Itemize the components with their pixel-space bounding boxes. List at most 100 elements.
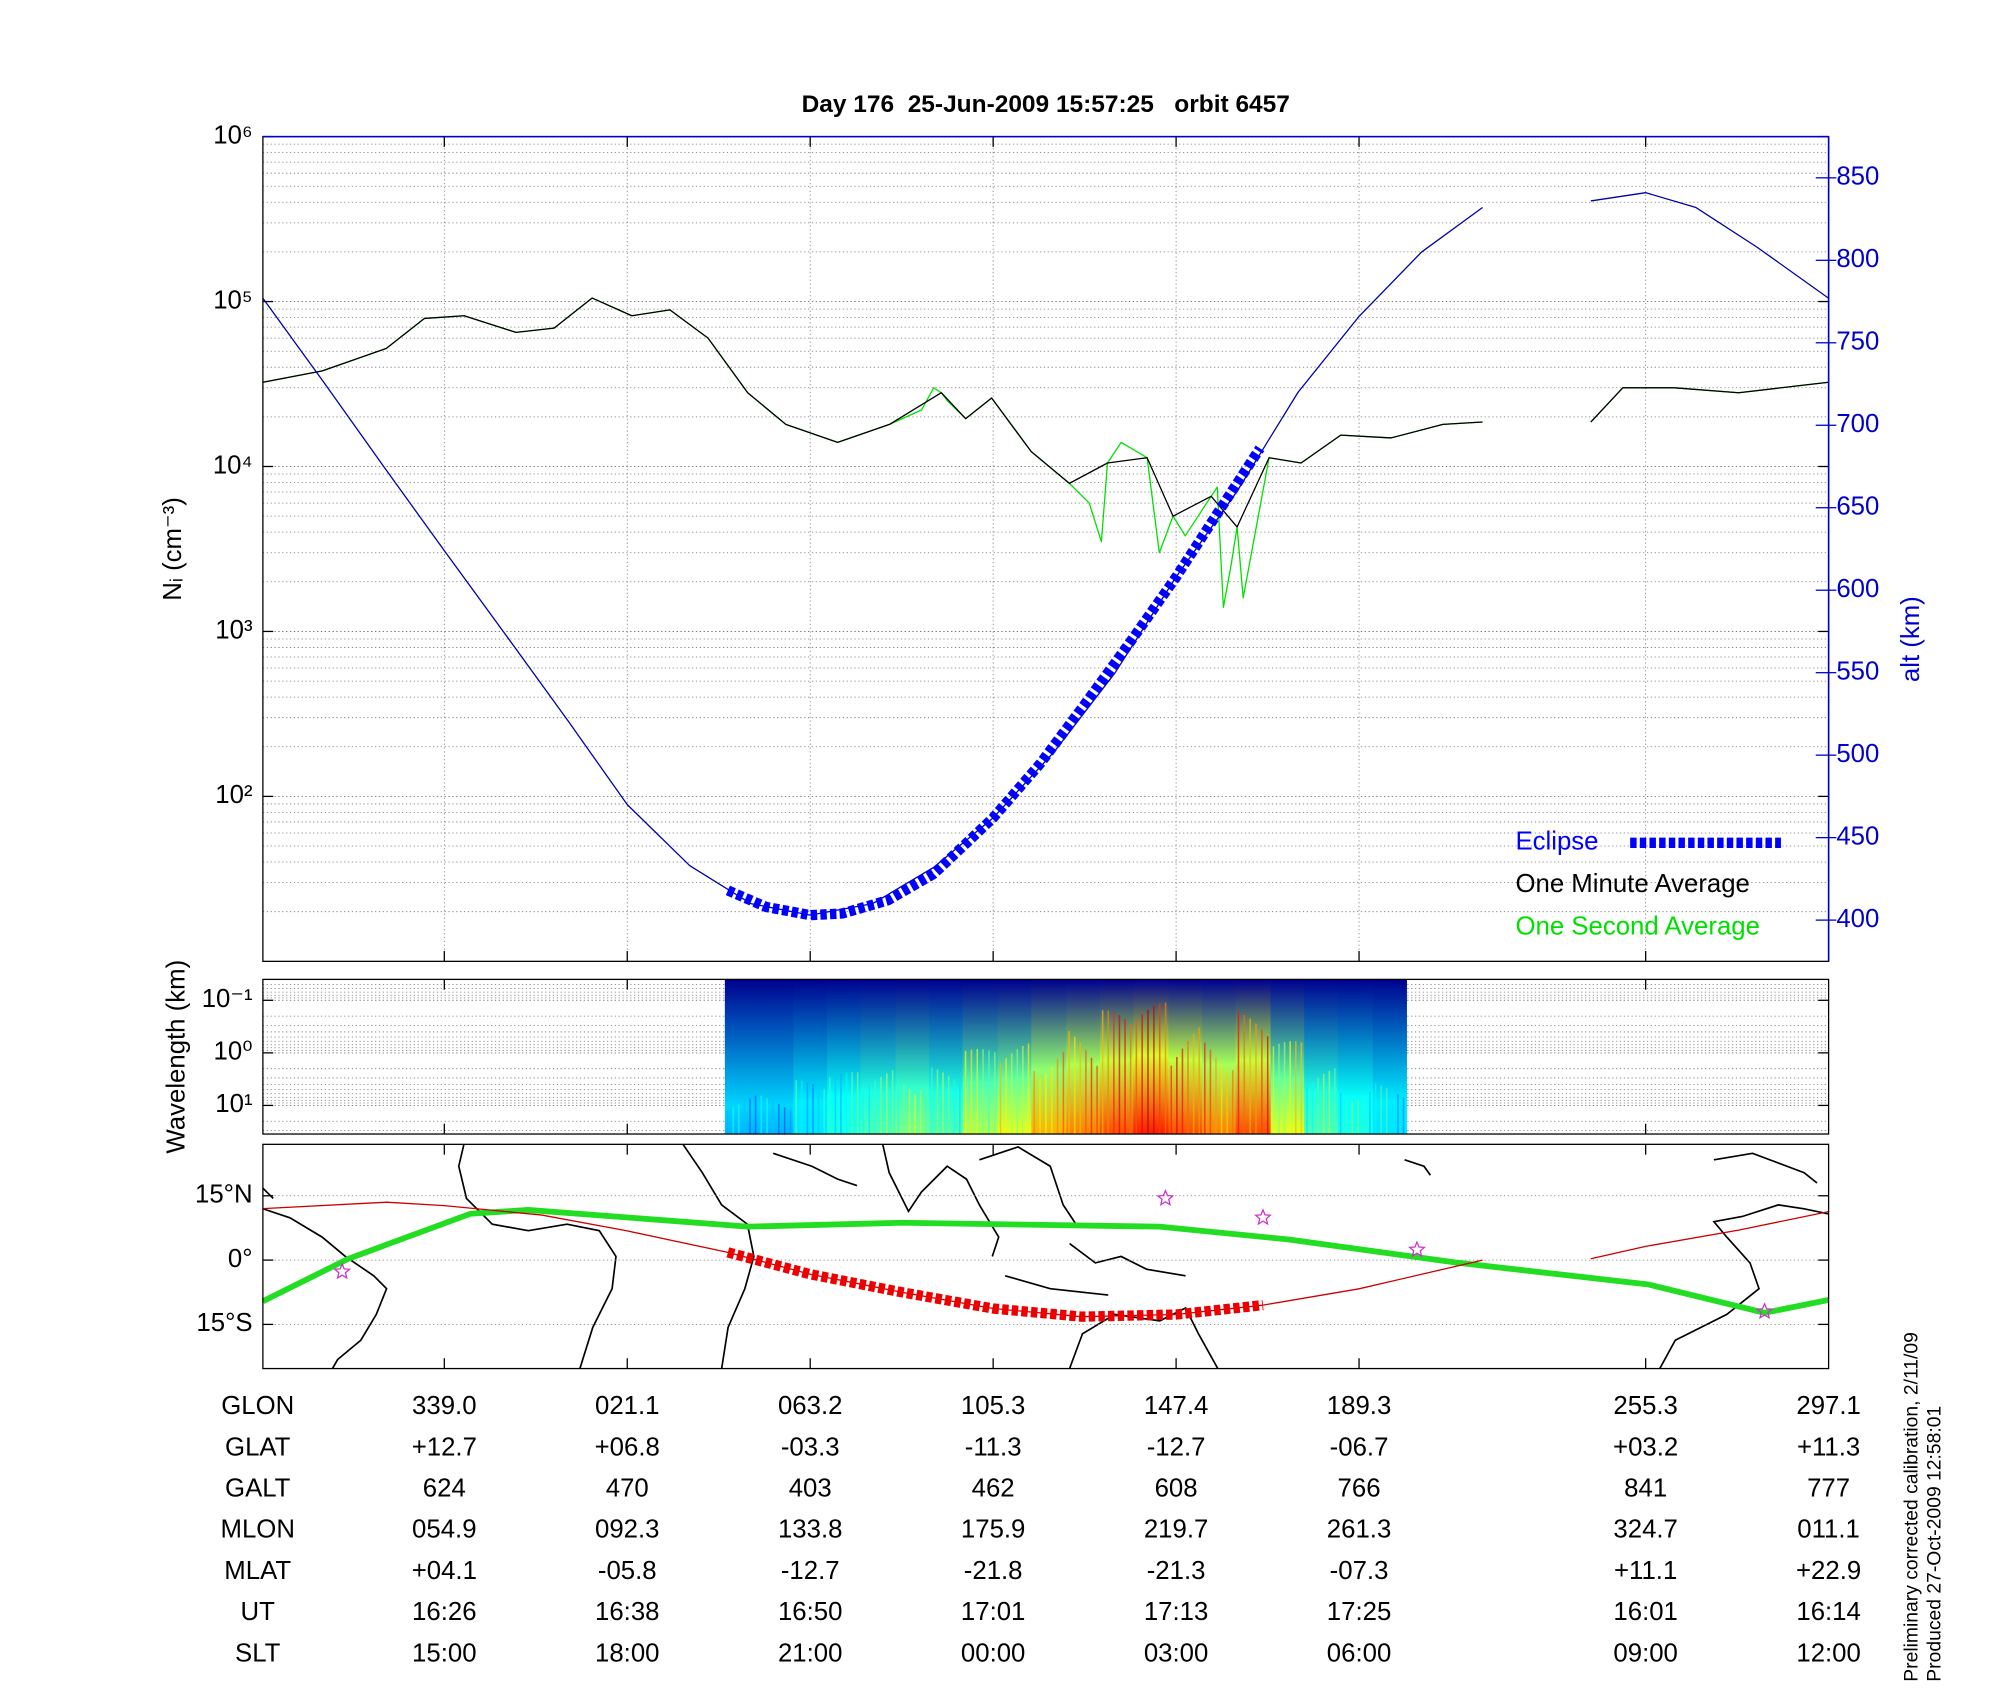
y2-tick-label: 450: [1836, 822, 1879, 850]
table-cell: 608: [1155, 1475, 1198, 1503]
table-cell: 17:25: [1327, 1598, 1391, 1626]
y-tick-label: 10³: [215, 616, 253, 644]
table-cell: 06:00: [1327, 1639, 1391, 1667]
plot-frame: [262, 978, 1830, 1135]
table-cell: 03:00: [1144, 1639, 1208, 1667]
table-cell: -21.8: [964, 1557, 1023, 1585]
table-cell: +11.3: [1797, 1433, 1860, 1461]
legend-label: Eclipse: [1515, 828, 1598, 856]
table-cell: 219.7: [1144, 1516, 1208, 1544]
table-cell: 766: [1338, 1475, 1381, 1503]
table-row-label: GLAT: [225, 1433, 291, 1461]
table-cell: -21.3: [1147, 1557, 1206, 1585]
table-cell: 16:14: [1796, 1598, 1860, 1626]
table-cell: 16:26: [412, 1598, 476, 1626]
y-tick-label: 10¹: [215, 1090, 253, 1118]
table-cell: 16:38: [595, 1598, 659, 1626]
table-cell: +12.7: [412, 1433, 477, 1461]
table-row-label: GLON: [221, 1392, 294, 1420]
table-cell: -12.7: [1147, 1433, 1206, 1461]
plot-frame: [262, 1143, 1830, 1370]
side-note: Preliminary corrected calibration, 2/11/…: [1901, 1332, 1922, 1682]
star-marker: [1408, 1240, 1426, 1258]
data-line: [261, 1207, 1830, 1316]
star-marker: [333, 1262, 352, 1280]
table-cell: -03.3: [781, 1433, 840, 1461]
table-cell: 17:01: [961, 1598, 1025, 1626]
spectrogram-column: [1066, 979, 1101, 1135]
spectrogram-column: [1133, 979, 1170, 1135]
table-cell: 175.9: [961, 1516, 1025, 1544]
table-row-label: MLAT: [224, 1557, 291, 1585]
table-cell: 021.1: [595, 1392, 659, 1420]
table-cell: -12.7: [781, 1557, 840, 1585]
y2-tick-label: 700: [1836, 410, 1879, 438]
table-cell: 063.2: [778, 1392, 842, 1420]
table-cell: 324.7: [1613, 1516, 1677, 1544]
data-line: [262, 297, 1829, 528]
table-cell: 624: [423, 1475, 466, 1503]
y2-axis-label: alt (km): [1897, 596, 1925, 682]
table-cell: 092.3: [595, 1516, 659, 1544]
table-cell: 470: [606, 1475, 649, 1503]
y2-tick-label: 550: [1836, 657, 1879, 685]
table-cell: 261.3: [1327, 1516, 1391, 1544]
table-cell: 777: [1807, 1475, 1850, 1503]
table-cell: -07.3: [1330, 1557, 1389, 1585]
spectrogram-column: [1168, 979, 1203, 1135]
table-cell: 12:00: [1796, 1639, 1860, 1667]
star-marker: [1755, 1302, 1774, 1320]
side-note: Produced 27-Oct-2009 12:58:01: [1925, 1406, 1946, 1682]
eclipse-line: [725, 445, 1265, 921]
spectrogram-column: [1235, 979, 1272, 1135]
table-cell: 15:00: [412, 1639, 476, 1667]
table-cell: 403: [789, 1475, 832, 1503]
spectrogram-column: [1372, 979, 1407, 1135]
table-cell: +04.1: [412, 1557, 477, 1585]
table-row-label: SLT: [235, 1639, 281, 1667]
spectrogram-column: [826, 979, 862, 1135]
spectrogram-column: [724, 979, 760, 1135]
chart-title: Day 176 25-Jun-2009 15:57:25 orbit 6457: [802, 91, 1290, 118]
legend-label: One Minute Average: [1515, 870, 1749, 898]
table-cell: 21:00: [778, 1639, 842, 1667]
y-tick-label: 10⁶: [213, 121, 252, 149]
table-row-label: MLON: [221, 1516, 295, 1544]
table-cell: 00:00: [961, 1639, 1025, 1667]
table-cell: +11.1: [1614, 1557, 1677, 1585]
spectrogram-column: [1031, 979, 1067, 1135]
legend-label: One Second Average: [1515, 913, 1759, 941]
spectrogram-column: [1099, 979, 1135, 1135]
table-cell: 16:50: [778, 1598, 842, 1626]
table-cell: 011.1: [1797, 1516, 1860, 1544]
y2-tick-label: 800: [1836, 245, 1879, 273]
table-cell: 189.3: [1327, 1392, 1391, 1420]
y-tick-label: 10²: [215, 781, 253, 809]
coastlines: [262, 1144, 1829, 1369]
table-cell: -05.8: [598, 1557, 657, 1585]
y-tick-label: 10⁻¹: [202, 985, 253, 1013]
eclipse-line: [726, 1247, 1264, 1322]
table-cell: 054.9: [412, 1516, 476, 1544]
table-cell: 17:13: [1144, 1598, 1208, 1626]
y-tick-label: 0°: [228, 1245, 253, 1273]
table-cell: +03.2: [1613, 1433, 1678, 1461]
y-tick-label: 10⁰: [214, 1038, 253, 1066]
table-cell: 133.8: [778, 1516, 842, 1544]
spectrogram-column: [895, 979, 930, 1135]
spectrogram-column: [1337, 979, 1374, 1135]
y-tick-label: 10⁴: [213, 451, 253, 479]
star-marker: [1156, 1188, 1175, 1206]
table-cell: 297.1: [1796, 1392, 1860, 1420]
table-cell: 18:00: [595, 1639, 659, 1667]
table-cell: +06.8: [595, 1433, 660, 1461]
table-row-label: UT: [241, 1598, 276, 1626]
table-row-label: GALT: [225, 1475, 291, 1503]
table-cell: -06.7: [1330, 1433, 1389, 1461]
table-cell: 105.3: [961, 1392, 1025, 1420]
spectrogram-column: [997, 979, 1032, 1135]
y-axis-label: Nᵢ (cm⁻³): [159, 497, 187, 601]
y2-tick-label: 400: [1836, 905, 1879, 933]
table-cell: 255.3: [1613, 1392, 1677, 1420]
